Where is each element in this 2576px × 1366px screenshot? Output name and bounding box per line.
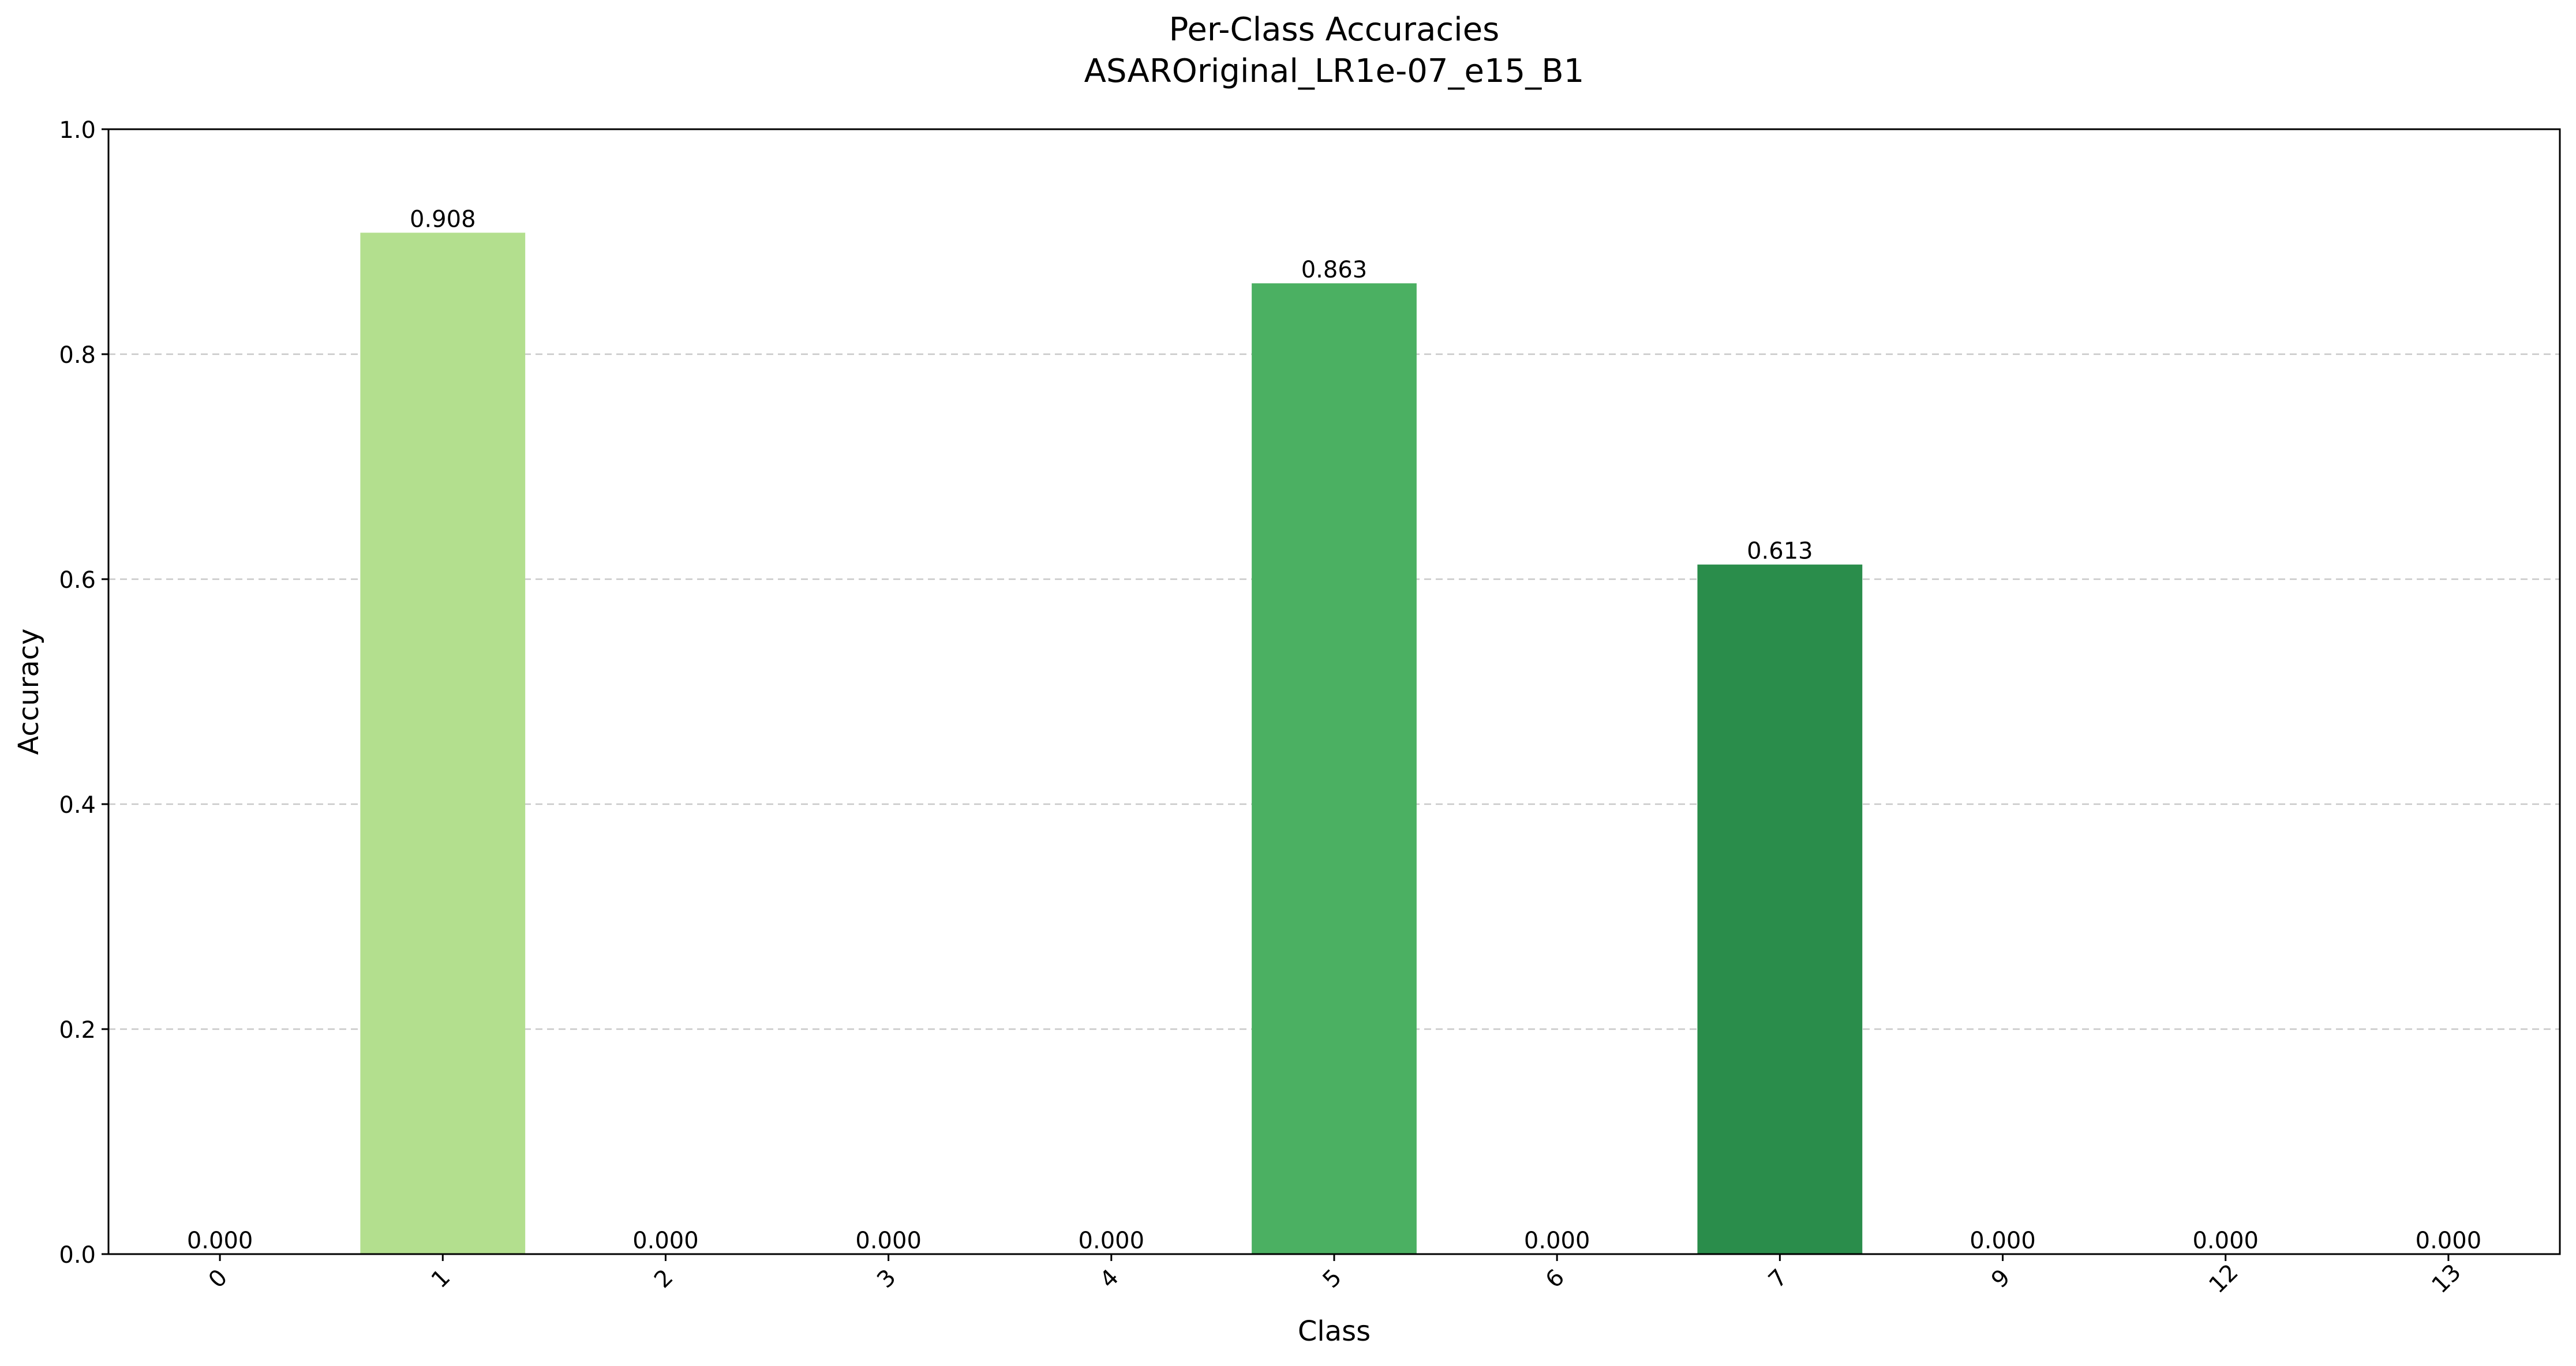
- x-axis-label: Class: [1298, 1315, 1371, 1348]
- bar-value-label: 0.000: [1079, 1228, 1145, 1254]
- bar-value-label: 0.863: [1301, 257, 1368, 283]
- bar-class-7: [1697, 564, 1863, 1254]
- bar-value-label: 0.000: [1970, 1228, 2036, 1254]
- chart-title: Per-Class Accuracies: [1169, 11, 1500, 48]
- bar-class-5: [1252, 283, 1417, 1254]
- bar-value-label: 0.613: [1747, 538, 1813, 565]
- bars: [360, 232, 1863, 1254]
- bar-class-1: [360, 232, 526, 1254]
- bar-value-label: 0.000: [2192, 1228, 2259, 1254]
- chart-subtitle: ASAROriginal_LR1e-07_e15_B1: [1084, 52, 1585, 90]
- bar-value-label: 0.000: [2416, 1228, 2482, 1254]
- y-tick-label: 0.2: [59, 1017, 96, 1044]
- y-tick-label: 0.4: [59, 792, 96, 819]
- bar-value-label: 0.000: [187, 1228, 253, 1254]
- bar-value-label: 0.000: [1524, 1228, 1590, 1254]
- bar-value-labels: 0.000 0.908 0.000 0.000 0.000 0.863 0.000 0.613…: [187, 206, 2481, 1254]
- bar-value-label: 0.908: [410, 206, 476, 232]
- y-tick-label: 0.0: [59, 1242, 96, 1269]
- y-axis: 0.0 0.2 0.4 0.6 0.8 1.0: [59, 117, 108, 1269]
- bar-value-label: 0.000: [855, 1228, 922, 1254]
- y-tick-label: 0.6: [59, 567, 96, 594]
- bar-value-label: 0.000: [632, 1228, 699, 1254]
- y-tick-label: 0.8: [59, 342, 96, 369]
- y-axis-label: Accuracy: [13, 628, 45, 755]
- y-tick-label: 1.0: [59, 117, 96, 144]
